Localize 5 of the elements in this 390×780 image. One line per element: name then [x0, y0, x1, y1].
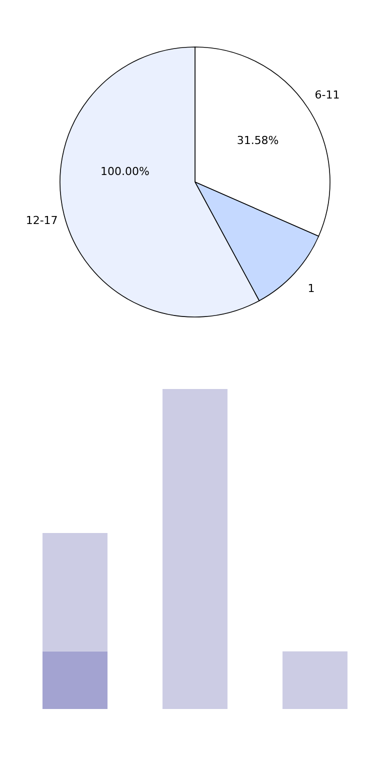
slice-label: 1 — [308, 282, 315, 296]
data-label: 31.58% — [236, 134, 279, 147]
slice-label: 6-11 — [314, 88, 340, 102]
slice-label: 12-17 — [26, 214, 58, 227]
text: 100.00% — [100, 165, 150, 178]
